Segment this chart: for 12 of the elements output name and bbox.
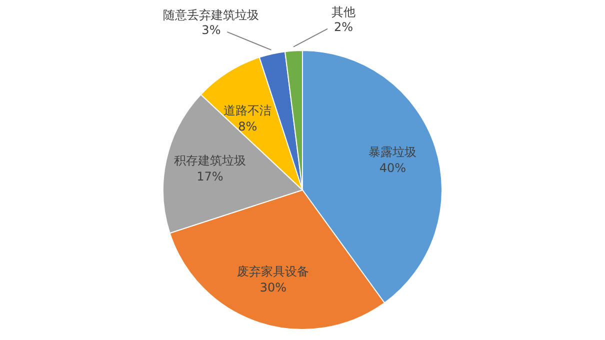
data-label: 40% [379,160,406,175]
data-label: 2% [334,20,354,34]
slice-label: 积存建筑垃圾 [174,153,246,168]
data-label: 3% [202,23,221,38]
slice-label: 随意丢弃建筑垃圾 [163,8,260,22]
slice-label: 道路不洁 [224,103,272,118]
slice-label: 暴露垃圾 [368,144,417,159]
data-label: 8% [238,119,258,134]
slice-label: 废弃家具设备 [237,264,310,278]
data-label: 30% [260,280,287,294]
slice-label: 其他 [331,4,356,19]
data-label: 17% [196,169,224,184]
